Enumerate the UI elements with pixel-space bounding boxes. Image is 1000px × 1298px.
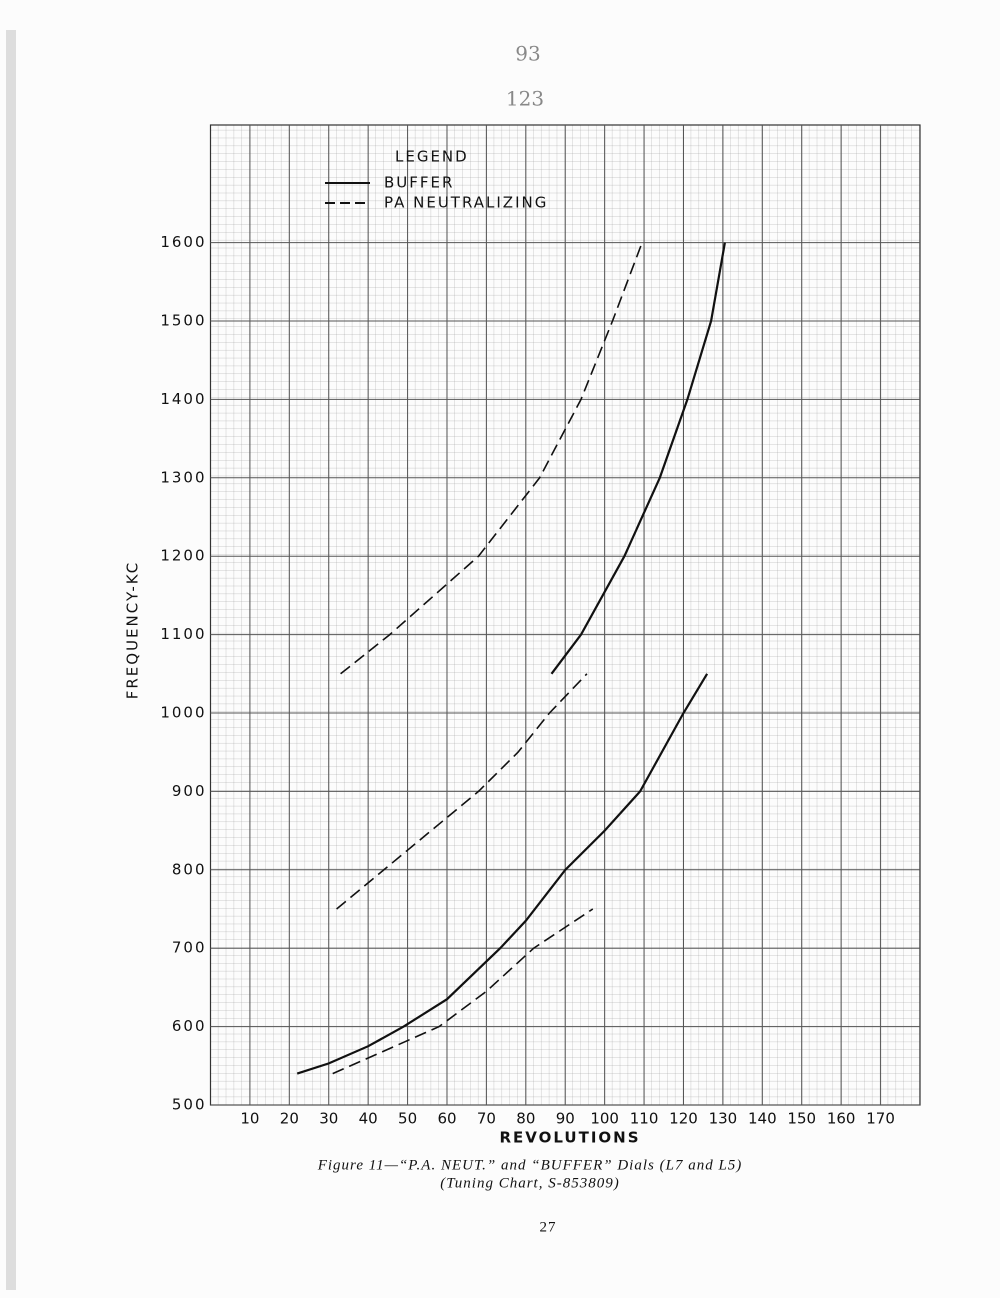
- legend-label: PA NEUTRALIZING: [384, 194, 548, 212]
- y-tick-label: 500: [172, 1096, 207, 1114]
- y-tick-label: 900: [172, 782, 207, 800]
- x-tick-label: 10: [240, 1110, 259, 1128]
- series-line: [332, 242, 643, 1075]
- x-tick-label: 170: [866, 1110, 895, 1128]
- caption: (Tuning Chart, S-853809): [440, 1175, 619, 1191]
- caption: Figure 11—“P.A. NEUT.” and “BUFFER” Dial…: [317, 1157, 743, 1173]
- x-tick-label: 20: [280, 1110, 299, 1128]
- series-line: [296, 242, 726, 1075]
- x-tick-label: 90: [556, 1110, 575, 1128]
- x-tick-label: 100: [590, 1110, 619, 1128]
- y-tick-label: 700: [172, 939, 207, 957]
- y-tick-label: 1600: [160, 233, 206, 251]
- y-tick-label: 1200: [160, 547, 206, 565]
- x-tick-label: 150: [787, 1110, 816, 1128]
- y-tick-label: 1000: [160, 704, 206, 722]
- handwritten-note: 93: [515, 42, 540, 66]
- x-tick-label: 70: [477, 1110, 496, 1128]
- x-tick-label: 110: [630, 1110, 659, 1128]
- x-tick-label: 80: [516, 1110, 535, 1128]
- x-tick-label: 120: [669, 1110, 698, 1128]
- x-tick-label: 160: [827, 1110, 856, 1128]
- y-tick-label: 1500: [160, 312, 206, 330]
- legend-title: LEGEND: [395, 148, 469, 166]
- x-tick-label: 50: [398, 1110, 417, 1128]
- x-tick-label: 30: [319, 1110, 338, 1128]
- handwritten-note: 123: [506, 87, 544, 111]
- y-axis-label: FREQUENCY-KC: [124, 561, 142, 700]
- x-tick-label: 40: [359, 1110, 378, 1128]
- y-tick-label: 1300: [160, 468, 206, 486]
- x-axis-label: REVOLUTIONS: [499, 1129, 640, 1147]
- x-tick-label: 130: [709, 1110, 738, 1128]
- y-tick-label: 800: [172, 860, 207, 878]
- y-tick-label: 1100: [160, 625, 206, 643]
- x-tick-label: 60: [437, 1110, 456, 1128]
- page-number: 27: [540, 1219, 557, 1235]
- binding: [6, 30, 16, 1290]
- y-tick-label: 1400: [160, 390, 206, 408]
- y-tick-label: 600: [172, 1017, 207, 1035]
- legend-label: BUFFER: [384, 174, 454, 192]
- x-tick-label: 140: [748, 1110, 777, 1128]
